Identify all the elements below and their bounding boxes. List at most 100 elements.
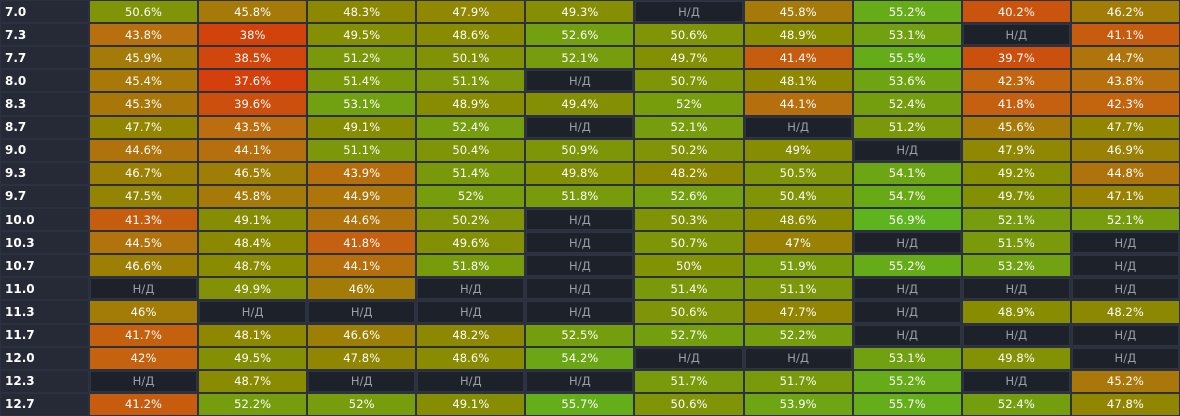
- value-cell: 49.7%: [962, 185, 1070, 207]
- value-cell: 39.6%: [199, 93, 307, 115]
- na-cell: Н/Д: [853, 324, 961, 346]
- value-cell: 49.5%: [199, 347, 307, 369]
- value-cell: 43.8%: [90, 24, 198, 46]
- na-cell: Н/Д: [308, 370, 416, 392]
- value-cell: 48.2%: [1071, 301, 1179, 323]
- row-label: 12.0: [1, 347, 88, 369]
- value-cell: 49.2%: [962, 162, 1070, 184]
- value-cell: 41.3%: [90, 208, 198, 231]
- value-cell: 43.8%: [1071, 70, 1179, 92]
- value-cell: 45.3%: [90, 93, 198, 115]
- value-cell: 44.1%: [199, 139, 307, 161]
- row-label: 11.3: [1, 301, 88, 323]
- value-cell: 41.7%: [90, 324, 198, 346]
- value-cell: 53.1%: [308, 93, 416, 115]
- value-cell: 54.1%: [853, 162, 961, 184]
- na-cell: Н/Д: [1071, 324, 1179, 346]
- na-cell: Н/Д: [1071, 255, 1179, 277]
- value-cell: 51.9%: [744, 255, 852, 277]
- row-label: 9.0: [1, 139, 88, 161]
- value-cell: 41.2%: [90, 393, 198, 415]
- value-cell: 51.2%: [308, 47, 416, 69]
- value-cell: 50.1%: [417, 47, 525, 69]
- value-cell: 49.1%: [308, 116, 416, 138]
- value-cell: 44.1%: [744, 93, 852, 115]
- value-cell: 55.5%: [853, 47, 961, 69]
- value-cell: 50.9%: [526, 139, 634, 161]
- value-cell: 47.8%: [308, 347, 416, 369]
- value-cell: 43.9%: [308, 162, 416, 184]
- na-cell: Н/Д: [526, 370, 634, 392]
- value-cell: 47.5%: [90, 185, 198, 207]
- value-cell: 49%: [744, 139, 852, 161]
- value-cell: 45.8%: [744, 1, 852, 23]
- value-cell: 53.2%: [962, 255, 1070, 277]
- value-cell: 51.7%: [635, 370, 743, 392]
- value-cell: 49.6%: [417, 232, 525, 254]
- na-cell: Н/Д: [744, 347, 852, 369]
- value-cell: 47.1%: [1071, 185, 1179, 207]
- value-cell: 51.1%: [308, 139, 416, 161]
- value-cell: 42.3%: [962, 70, 1070, 92]
- value-cell: 50.7%: [635, 232, 743, 254]
- value-cell: 49.5%: [308, 24, 416, 46]
- value-cell: 53.1%: [853, 24, 961, 46]
- row-label: 8.0: [1, 70, 88, 92]
- value-cell: 52.4%: [853, 93, 961, 115]
- row-label: 9.7: [1, 185, 88, 207]
- value-cell: 48.2%: [635, 162, 743, 184]
- value-cell: 47.7%: [744, 301, 852, 323]
- value-cell: 49.9%: [199, 278, 307, 300]
- value-cell: 48.6%: [417, 347, 525, 369]
- value-cell: 51.8%: [526, 185, 634, 207]
- value-cell: 45.8%: [199, 185, 307, 207]
- value-cell: 48.7%: [199, 370, 307, 392]
- value-cell: 45.2%: [1071, 370, 1179, 392]
- row-label: 10.3: [1, 232, 88, 254]
- na-cell: Н/Д: [853, 301, 961, 323]
- value-cell: 47.8%: [1071, 393, 1179, 415]
- value-cell: 52.2%: [199, 393, 307, 415]
- row-label: 8.3: [1, 93, 88, 115]
- na-cell: Н/Д: [526, 208, 634, 231]
- value-cell: 52.6%: [635, 185, 743, 207]
- value-cell: 46%: [308, 278, 416, 300]
- value-cell: 41.8%: [962, 93, 1070, 115]
- value-cell: 49.1%: [417, 393, 525, 415]
- row-label: 7.0: [1, 1, 88, 23]
- value-cell: 37.6%: [199, 70, 307, 92]
- value-cell: 54.7%: [853, 185, 961, 207]
- value-cell: 44.1%: [308, 255, 416, 277]
- value-cell: 38.5%: [199, 47, 307, 69]
- value-cell: 50.6%: [90, 1, 198, 23]
- na-cell: Н/Д: [853, 232, 961, 254]
- value-cell: 48.1%: [199, 324, 307, 346]
- row-label: 12.3: [1, 370, 88, 392]
- value-cell: 51.4%: [635, 278, 743, 300]
- value-cell: 51.2%: [853, 116, 961, 138]
- value-cell: 55.2%: [853, 370, 961, 392]
- row-label: 12.7: [1, 393, 88, 415]
- row-label: 7.7: [1, 47, 88, 69]
- value-cell: 39.7%: [962, 47, 1070, 69]
- na-cell: Н/Д: [526, 232, 634, 254]
- value-cell: 46%: [90, 301, 198, 323]
- value-cell: 47%: [744, 232, 852, 254]
- na-cell: Н/Д: [1071, 347, 1179, 369]
- value-cell: 46.6%: [308, 324, 416, 346]
- value-cell: 52.4%: [962, 393, 1070, 415]
- na-cell: Н/Д: [526, 70, 634, 92]
- value-cell: 56.9%: [853, 208, 961, 231]
- value-cell: 50.6%: [635, 301, 743, 323]
- value-cell: 49.8%: [526, 162, 634, 184]
- value-cell: 52.7%: [635, 324, 743, 346]
- na-cell: Н/Д: [962, 278, 1070, 300]
- value-cell: 43.5%: [199, 116, 307, 138]
- na-cell: Н/Д: [90, 278, 198, 300]
- row-label: 8.7: [1, 116, 88, 138]
- value-cell: 55.2%: [853, 255, 961, 277]
- value-cell: 46.5%: [199, 162, 307, 184]
- na-cell: Н/Д: [526, 278, 634, 300]
- value-cell: 46.7%: [90, 162, 198, 184]
